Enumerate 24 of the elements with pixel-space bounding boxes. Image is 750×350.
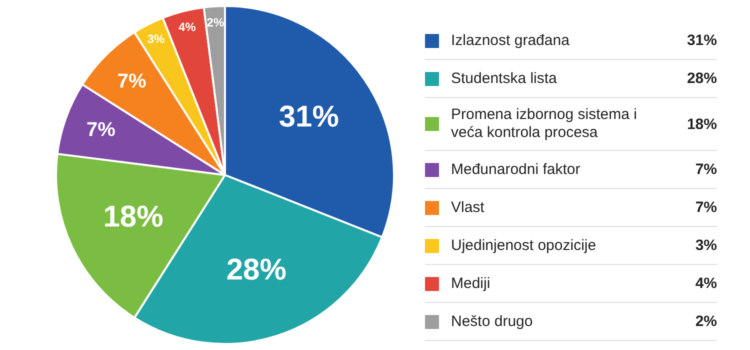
- text: 2%: [695, 313, 717, 330]
- text: 28%: [686, 70, 717, 87]
- text: 7%: [695, 199, 717, 216]
- legend-label: Nešto drugo: [451, 312, 534, 330]
- data-label: 7%: [86, 118, 116, 141]
- data-label: 18%: [103, 200, 164, 234]
- data-label: 4%: [178, 20, 196, 34]
- legend-label: Međunarodni faktor: [451, 160, 582, 178]
- text: 18%: [686, 116, 717, 132]
- text: 3%: [695, 237, 717, 254]
- legend-label: Izlaznost građana: [451, 32, 570, 50]
- data-label: 3%: [147, 32, 165, 46]
- legend-label: Vlast: [451, 198, 486, 216]
- data-label: 7%: [117, 70, 146, 92]
- text: 4%: [695, 275, 717, 292]
- text: 7%: [695, 161, 717, 178]
- text: 31%: [686, 32, 717, 49]
- legend-label: Promena izbornog sistema i veća kontrola procesa: [451, 105, 638, 143]
- legend-label: Studentska lista: [451, 70, 558, 88]
- data-label: 28%: [226, 254, 286, 287]
- legend-label: Ujedinjenost opozicije: [451, 236, 598, 254]
- data-label: 2%: [206, 16, 224, 30]
- legend-label: Mediji: [451, 274, 492, 292]
- data-label: 31%: [278, 100, 339, 134]
